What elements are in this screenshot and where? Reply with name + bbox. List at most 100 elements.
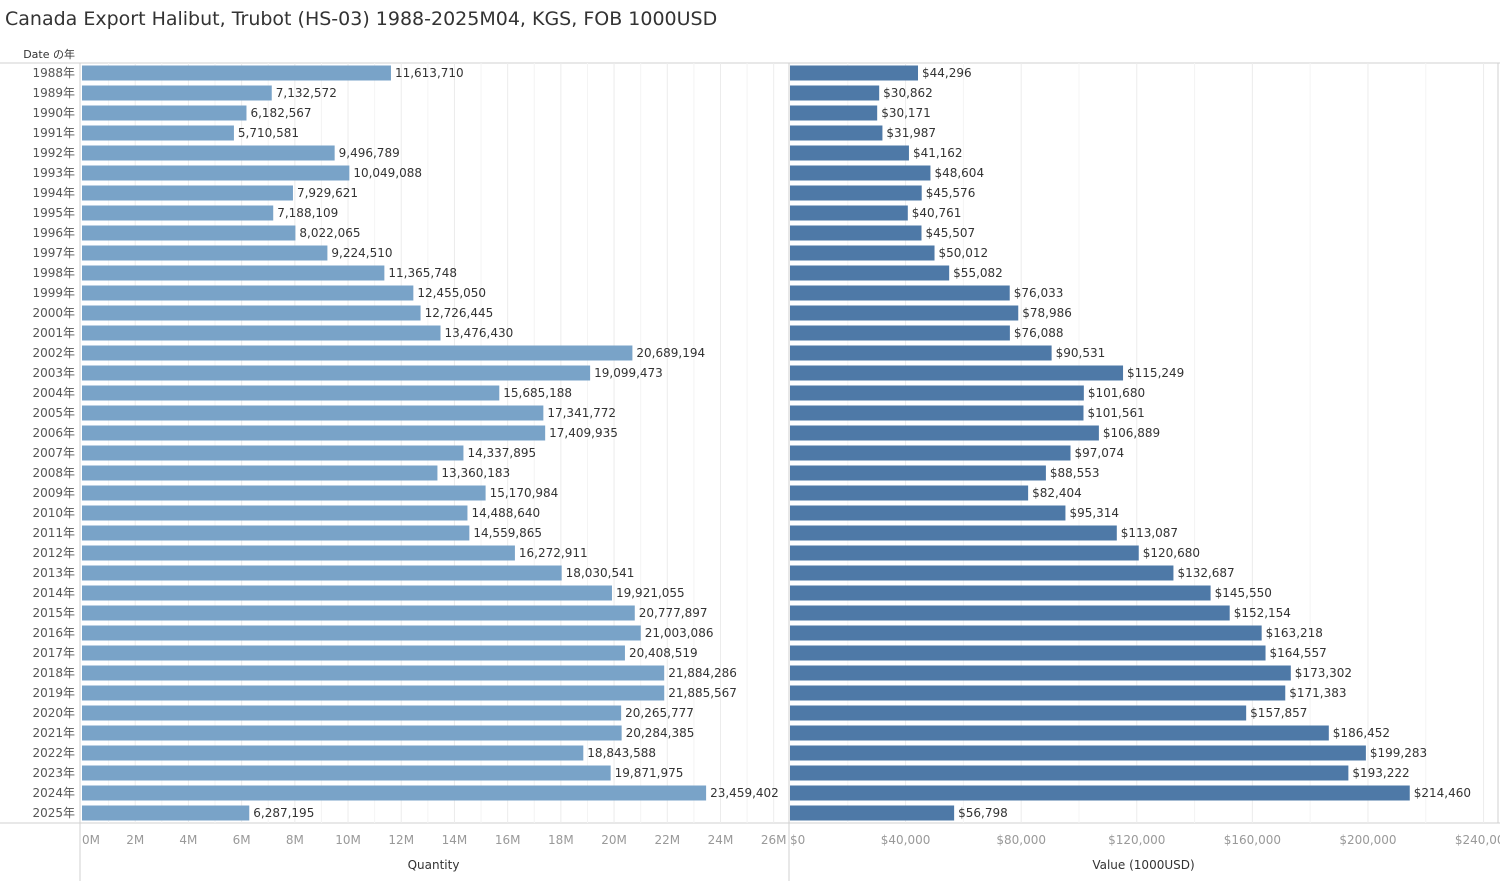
value-bar-2015 [790, 605, 1230, 621]
value-bar-2000 [790, 305, 1019, 321]
value-bar-2004 [790, 385, 1084, 401]
row-label-2016: 2016年 [32, 626, 75, 640]
quantity-data-label-2015: 20,777,897 [639, 606, 708, 620]
value-bar-1994 [790, 185, 922, 201]
quantity-data-label-2000: 12,726,445 [425, 306, 494, 320]
quantity-data-label-2008: 13,360,183 [441, 466, 510, 480]
value-bar-2001 [790, 325, 1010, 341]
quantity-data-label-2025: 6,287,195 [253, 806, 314, 820]
quantity-data-label-1993: 10,049,088 [353, 166, 422, 180]
row-label-2006: 2006年 [32, 426, 75, 440]
quantity-data-label-2010: 14,488,640 [471, 506, 540, 520]
quantity-bar-2012 [82, 545, 515, 561]
value-bar-2006 [790, 425, 1099, 441]
quantity-data-label-2014: 19,921,055 [616, 586, 685, 600]
quantity-bar-1995 [82, 205, 274, 221]
quantity-data-label-2019: 21,885,567 [668, 686, 737, 700]
quantity-bar-2003 [82, 365, 591, 381]
quantity-bar-2008 [82, 465, 438, 481]
quantity-tick-label: 0M [82, 833, 100, 847]
quantity-bar-1990 [82, 105, 247, 121]
value-data-label-2020: $157,857 [1250, 706, 1307, 720]
value-bar-2018 [790, 665, 1291, 681]
row-label-1994: 1994年 [32, 186, 75, 200]
value-bar-2023 [790, 765, 1349, 781]
row-label-1996: 1996年 [32, 226, 75, 240]
quantity-data-label-2009: 15,170,984 [490, 486, 559, 500]
value-data-label-2000: $78,986 [1022, 306, 1072, 320]
value-tick-label: $240,000 [1455, 833, 1500, 847]
quantity-bar-2009 [82, 485, 486, 501]
value-bar-1988 [790, 65, 919, 81]
value-data-label-2021: $186,452 [1333, 726, 1390, 740]
quantity-bar-2017 [82, 645, 625, 661]
value-bar-1996 [790, 225, 922, 241]
quantity-bar-2025 [82, 805, 250, 821]
quantity-bar-1994 [82, 185, 293, 201]
value-data-label-2006: $106,889 [1103, 426, 1160, 440]
value-tick-label: $120,000 [1108, 833, 1165, 847]
quantity-tick-label: 12M [388, 833, 414, 847]
row-label-2015: 2015年 [32, 606, 75, 620]
value-tick-label: $80,000 [996, 833, 1046, 847]
value-data-label-2008: $88,553 [1050, 466, 1100, 480]
quantity-data-label-1999: 12,455,050 [417, 286, 486, 300]
quantity-bar-1988 [82, 65, 391, 81]
quantity-bar-2006 [82, 425, 546, 441]
value-data-label-2016: $163,218 [1266, 626, 1323, 640]
value-bar-1992 [790, 145, 909, 161]
quantity-bar-1992 [82, 145, 335, 161]
value-data-label-2005: $101,561 [1087, 406, 1144, 420]
row-label-2014: 2014年 [32, 586, 75, 600]
row-label-2024: 2024年 [32, 786, 75, 800]
quantity-data-label-1991: 5,710,581 [238, 126, 299, 140]
row-label-1995: 1995年 [32, 206, 75, 220]
value-data-label-1994: $45,576 [926, 186, 976, 200]
value-bar-2005 [790, 405, 1084, 421]
value-data-label-2013: $132,687 [1177, 566, 1234, 580]
value-bar-1989 [790, 85, 880, 101]
row-label-2004: 2004年 [32, 386, 75, 400]
row-label-2000: 2000年 [32, 306, 75, 320]
value-bar-2013 [790, 565, 1174, 581]
value-data-label-2012: $120,680 [1143, 546, 1200, 560]
row-label-2010: 2010年 [32, 506, 75, 520]
value-data-label-2003: $115,249 [1127, 366, 1184, 380]
quantity-bar-2021 [82, 725, 622, 741]
row-label-2019: 2019年 [32, 686, 75, 700]
row-label-2009: 2009年 [32, 486, 75, 500]
quantity-bar-2015 [82, 605, 635, 621]
value-bar-2014 [790, 585, 1211, 601]
value-data-label-2007: $97,074 [1075, 446, 1125, 460]
value-tick-label: $40,000 [881, 833, 931, 847]
row-label-2008: 2008年 [32, 466, 75, 480]
quantity-axis-title: Quantity [408, 858, 460, 872]
value-data-label-2010: $95,314 [1069, 506, 1119, 520]
quantity-tick-label: 24M [708, 833, 734, 847]
row-header: Date の年 [23, 47, 75, 61]
quantity-bar-2002 [82, 345, 633, 361]
quantity-data-label-1997: 9,224,510 [331, 246, 392, 260]
row-label-2002: 2002年 [32, 346, 75, 360]
quantity-data-label-1998: 11,365,748 [388, 266, 457, 280]
value-data-label-2015: $152,154 [1234, 606, 1291, 620]
quantity-bar-2018 [82, 665, 665, 681]
quantity-data-label-1994: 7,929,621 [297, 186, 358, 200]
row-label-2005: 2005年 [32, 406, 75, 420]
row-label-1989: 1989年 [32, 86, 75, 100]
row-label-2012: 2012年 [32, 546, 75, 560]
row-label-1992: 1992年 [32, 146, 75, 160]
value-bar-1993 [790, 165, 931, 181]
row-label-2022: 2022年 [32, 746, 75, 760]
value-tick-label: $0 [790, 833, 805, 847]
value-data-label-1993: $48,604 [934, 166, 984, 180]
value-bar-2019 [790, 685, 1286, 701]
quantity-data-label-1992: 9,496,789 [339, 146, 400, 160]
value-bar-2021 [790, 725, 1329, 741]
value-data-label-2018: $173,302 [1295, 666, 1352, 680]
quantity-bar-2014 [82, 585, 612, 601]
quantity-tick-label: 4M [179, 833, 197, 847]
row-label-2021: 2021年 [32, 726, 75, 740]
value-bar-1998 [790, 265, 950, 281]
